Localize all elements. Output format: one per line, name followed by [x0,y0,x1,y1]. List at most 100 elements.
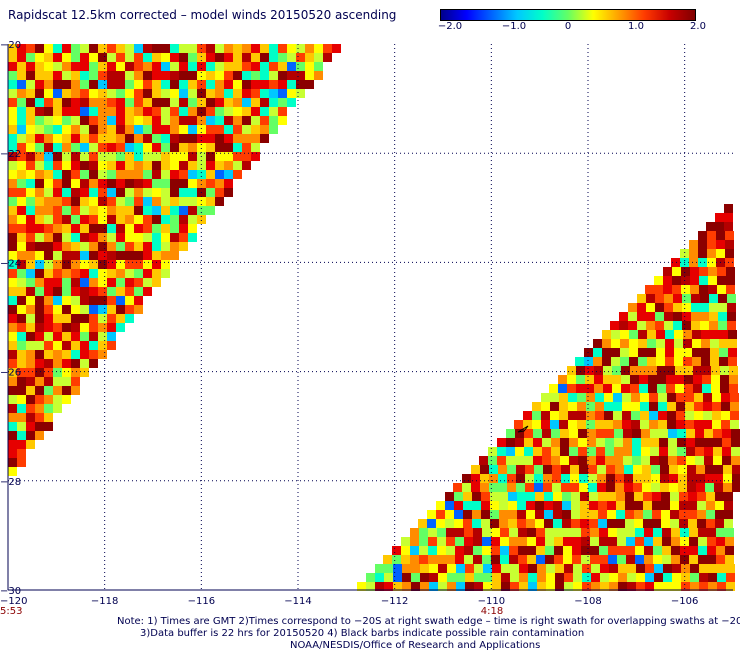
swath-cell [206,98,215,107]
swath-cell [619,312,628,321]
swath-cell [8,98,17,107]
swath-cell [410,555,419,564]
swath-cell [71,143,80,152]
swath-cell [80,260,89,269]
swath-cell [510,582,519,591]
swath-cell [125,116,134,125]
swath-cell [62,395,71,404]
swath-cell [717,564,726,573]
swath-cell [654,564,663,573]
swath-cell [269,98,278,107]
swath-cell [143,278,152,287]
swath-cell [436,501,445,510]
swath-cell [107,332,116,341]
swath-cell [612,366,621,375]
swath-cell [631,411,640,420]
swath-cell [577,411,586,420]
swath-cell [44,269,53,278]
swath-cell [420,582,429,591]
swath-cell [519,573,528,582]
swath-cell [35,296,44,305]
swath-cell [613,420,622,429]
swath-cell [98,152,107,161]
swath-cell [536,528,545,537]
swath-cell [161,170,170,179]
swath-cell [647,330,656,339]
swath-cell [684,384,693,393]
swath-cell [89,44,98,53]
swath-cell [116,206,125,215]
swath-cell [35,62,44,71]
swath-cell [582,582,591,591]
swath-cell [269,89,278,98]
swath-cell [617,555,626,564]
swath-cell [697,510,706,519]
swath-cell [716,546,725,555]
swath-cell [702,384,711,393]
swath-cell [188,116,197,125]
swath-cell [161,44,170,53]
swath-cell [107,107,116,116]
swath-cell [719,357,728,366]
swath-cell [8,188,17,197]
swath-cell [607,519,616,528]
swath-cell [728,330,737,339]
swath-cell [206,80,215,89]
swath-cell [62,341,71,350]
swath-cell [490,501,499,510]
swath-cell [464,528,473,537]
swath-cell [686,438,695,447]
swath-cell [713,438,722,447]
swath-cell [507,465,516,474]
swath-cell [720,375,729,384]
swath-cell [411,573,420,582]
swath-cell [700,321,709,330]
swath-cell [366,573,375,582]
swath-cell [242,143,251,152]
swath-cell [53,242,62,251]
swath-cell [501,564,510,573]
swath-cell [8,251,17,260]
swath-cell [568,420,577,429]
swath-cell [125,107,134,116]
swath-cell [98,53,107,62]
swath-cell [653,555,662,564]
swath-cell [8,467,17,476]
swath-cell [727,294,736,303]
swath-cell [143,116,152,125]
swath-cell [696,474,705,483]
swath-cell [89,80,98,89]
swath-cell [35,431,44,440]
swath-cell [143,233,152,242]
swath-cell [357,582,366,591]
swath-cell [17,98,26,107]
swath-cell [543,474,552,483]
swath-cell [53,269,62,278]
swath-cell [672,573,681,582]
swath-cell [678,465,687,474]
swath-cell [26,80,35,89]
y-tick-label: −24 [0,258,21,269]
swath-cell [614,429,623,438]
swath-cell [71,278,80,287]
swath-cell [541,420,550,429]
swath-cell [473,555,482,564]
swath-cell [89,206,98,215]
swath-cell [446,528,455,537]
swath-cell [125,197,134,206]
swath-cell [98,269,107,278]
swath-cell [674,348,683,357]
swath-cell [80,161,89,170]
swath-cell [152,188,161,197]
swath-cell [675,384,684,393]
swath-cell [125,80,134,89]
swath-cell [732,483,740,492]
swath-cell [35,251,44,260]
swath-cell [260,89,269,98]
swath-cell [44,116,53,125]
swath-cell [98,287,107,296]
swath-cell [35,161,44,170]
swath-cell [553,501,562,510]
swath-cell [71,359,80,368]
swath-cell [680,537,689,546]
